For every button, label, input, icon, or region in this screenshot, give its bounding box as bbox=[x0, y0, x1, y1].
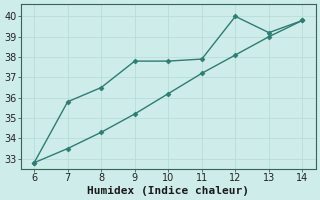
X-axis label: Humidex (Indice chaleur): Humidex (Indice chaleur) bbox=[87, 186, 249, 196]
